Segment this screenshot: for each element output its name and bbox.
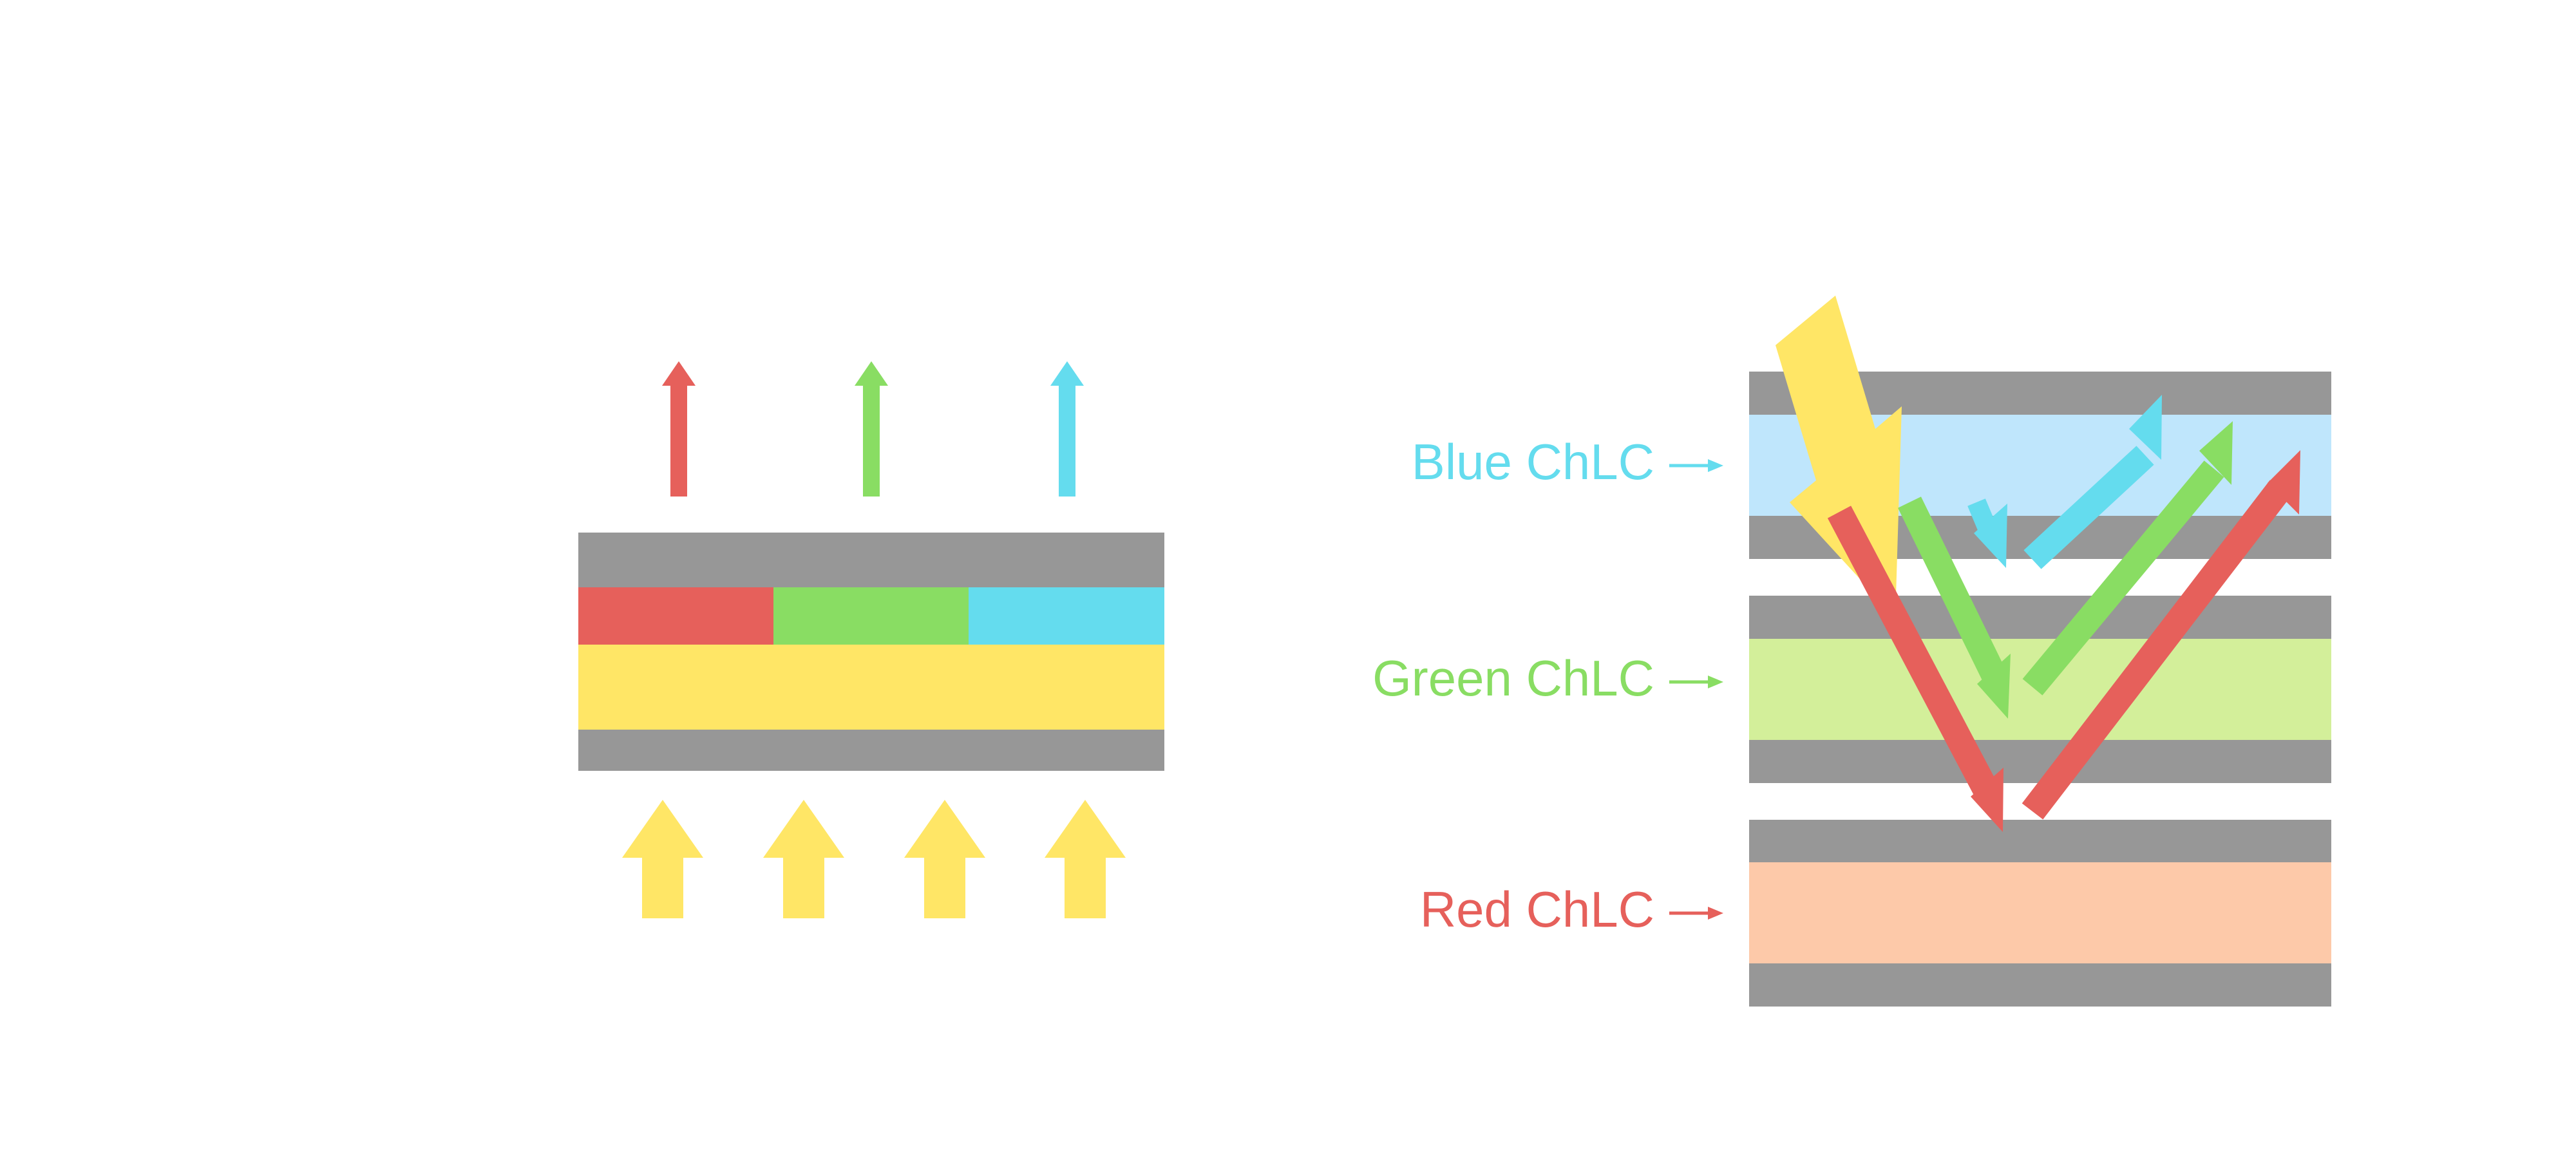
green-stack-bottom-substrate xyxy=(1749,740,2331,783)
green-reflected-ray-shaft xyxy=(2022,460,2224,695)
red-reflected-ray-shaft xyxy=(2022,480,2291,820)
backlight-arrow-1 xyxy=(622,800,703,918)
blue-chlc-label: Blue ChLC xyxy=(1412,433,1654,490)
blue-reflected-ray-arrowhead xyxy=(2129,395,2162,460)
red-chlc-label: Red ChLC xyxy=(1420,881,1654,938)
green-label-pointer-arrowhead xyxy=(1708,676,1723,688)
red-stack-bottom-substrate xyxy=(1749,963,2331,1007)
color-filter-display xyxy=(578,361,1164,918)
red-label-pointer-arrowhead xyxy=(1708,907,1723,920)
blue-filter xyxy=(969,587,1164,645)
blue-label-pointer-arrowhead xyxy=(1708,459,1723,472)
backlight-arrow-2 xyxy=(763,800,844,918)
blue-transmitted-ray-arrowhead xyxy=(1974,504,2007,568)
green-transmitted-ray-arrowhead xyxy=(1977,654,2011,719)
red-transmitted-ray-arrowhead xyxy=(1971,768,2003,832)
green-chlc-label: Green ChLC xyxy=(1372,650,1654,706)
top-substrate xyxy=(578,533,1164,587)
green-reflected-ray-arrowhead xyxy=(2199,421,2233,485)
backlight-arrow-3 xyxy=(904,800,985,918)
red-reflected-ray-arrowhead xyxy=(2268,450,2300,515)
red-stack-top-substrate xyxy=(1749,820,2331,862)
blue-reflected-ray-shaft xyxy=(2023,446,2154,569)
red-output-arrow xyxy=(662,361,696,497)
red-transmitted-ray-shaft xyxy=(1827,506,1998,795)
green-stack-top-substrate xyxy=(1749,596,2331,639)
green-filter xyxy=(773,587,969,645)
bottom-substrate xyxy=(578,730,1164,771)
incident-light-arrow xyxy=(1776,296,1902,618)
red-filter xyxy=(578,587,773,645)
blue-output-arrow xyxy=(1050,361,1084,497)
backlight-layer xyxy=(578,645,1164,730)
green-output-arrow xyxy=(855,361,888,497)
backlight-arrow-4 xyxy=(1045,800,1126,918)
red-chlc-layer xyxy=(1749,862,2331,963)
green-transmitted-ray-shaft xyxy=(1898,497,2008,686)
